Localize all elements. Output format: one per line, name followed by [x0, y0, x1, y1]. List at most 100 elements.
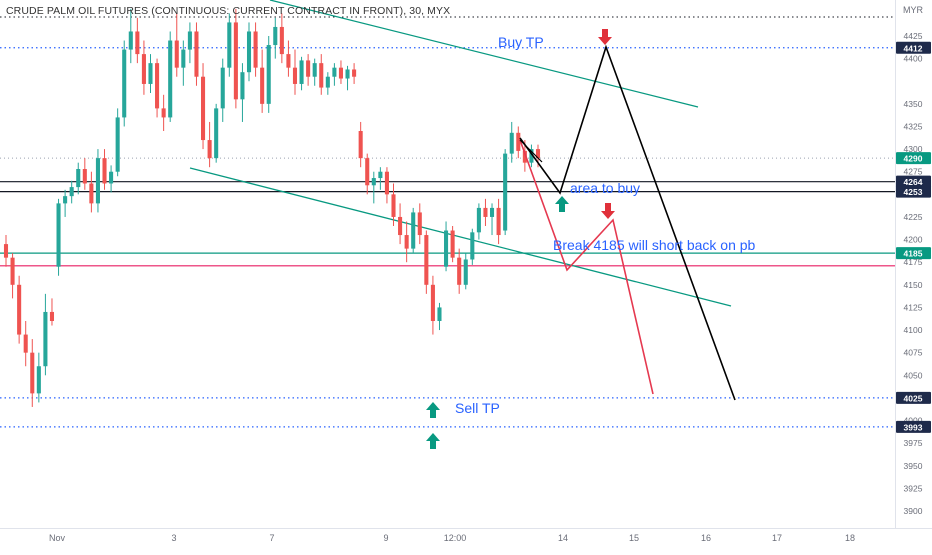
buy-arrow-up-icon [426, 433, 440, 449]
time-tick-label: 9 [383, 533, 388, 543]
buy-arrow-up-icon [555, 196, 569, 212]
candle [82, 158, 87, 190]
candle-body [30, 352, 35, 394]
candle-body [194, 31, 199, 77]
candle [417, 203, 422, 245]
candle [10, 253, 15, 299]
candle [128, 8, 133, 64]
candle-body [325, 76, 330, 88]
candle-body [115, 117, 120, 172]
price-tick-label: 4200 [904, 235, 923, 245]
price-tick-label: 3925 [904, 483, 923, 493]
price-tick-label: 4050 [904, 370, 923, 380]
candle-body [522, 150, 527, 163]
candle-body [358, 131, 363, 159]
candle-body [489, 207, 495, 217]
candle-body [36, 366, 41, 394]
candle [155, 58, 160, 118]
candle [483, 198, 488, 226]
candle-body [535, 149, 541, 159]
candle-body [56, 203, 61, 267]
candle-body [201, 76, 206, 141]
candle-body [273, 26, 278, 46]
price-badge-label: 4290 [904, 154, 923, 164]
candle-body [457, 257, 462, 285]
candle-body [49, 311, 55, 321]
candle-body [161, 108, 166, 118]
candle-body [463, 259, 468, 285]
candle [391, 183, 396, 226]
candle [95, 149, 100, 213]
candle-body [102, 158, 107, 184]
candle [292, 49, 298, 95]
candle-body [155, 63, 160, 109]
candle [476, 203, 481, 240]
time-tick-label: 15 [629, 533, 639, 543]
price-badge [896, 420, 931, 433]
currency-label: MYR [903, 5, 924, 15]
candle-body [430, 284, 435, 321]
candle-body [141, 54, 146, 84]
time-tick-label: 14 [558, 533, 568, 543]
price-tick-label: 3975 [904, 438, 923, 448]
candle [227, 13, 232, 77]
sell-tp-label: Sell TP [455, 400, 500, 416]
projection-black-path [519, 44, 736, 401]
candle [332, 63, 337, 86]
candle [430, 275, 435, 335]
candle [470, 228, 475, 265]
candle [115, 108, 120, 177]
candle [89, 171, 94, 213]
break-note-label: Break 4185 will short back on pb [553, 237, 756, 253]
price-tick-label: 4325 [904, 121, 923, 131]
candle [181, 40, 186, 86]
candle-body [109, 171, 114, 184]
candle-body [148, 63, 153, 84]
buy-tp-label: Buy TP [498, 34, 544, 50]
candle [3, 235, 9, 267]
candle-body [23, 334, 28, 353]
candle [266, 36, 271, 113]
candle-body [509, 132, 514, 154]
channel-lower-line [189, 167, 732, 307]
candle-body [450, 230, 455, 258]
candle-body [398, 216, 403, 236]
price-badge-label: 3993 [904, 422, 923, 432]
price-badge-label: 4264 [904, 177, 923, 187]
candle-body [404, 235, 409, 249]
price-tick-label: 4400 [904, 54, 923, 64]
price-badge-label: 4253 [904, 187, 923, 197]
price-tick-label: 4075 [904, 348, 923, 358]
time-tick-label: 3 [171, 533, 176, 543]
candle [279, 13, 284, 64]
candle [63, 189, 68, 217]
candle-body [417, 212, 422, 236]
candle-body [266, 45, 271, 104]
candle [148, 54, 153, 93]
candle [141, 40, 146, 95]
candle [49, 298, 55, 326]
area-to-buy-label: area to buy [570, 180, 640, 196]
time-tick-label: 12:00 [444, 533, 467, 543]
candle-body [312, 63, 317, 77]
candle [404, 221, 409, 263]
candle-body [174, 40, 179, 68]
candle-body [365, 158, 370, 186]
candle [509, 121, 514, 163]
horizontal-levels [0, 16, 895, 428]
candle-body [63, 196, 68, 204]
candle-body [437, 307, 442, 321]
candle [358, 121, 363, 168]
candle-body [476, 207, 481, 233]
time-axis: Nov 3 7 9 12:00 14 15 16 17 18 [0, 528, 932, 550]
trend-channel [189, 0, 732, 307]
candle [220, 58, 225, 122]
price-axis: MYR4425440043504325430042754250422542004… [895, 0, 932, 528]
candle-body [128, 31, 133, 50]
candle [352, 63, 357, 84]
candle-body [227, 22, 232, 68]
candle-body [286, 54, 291, 68]
price-badge-label: 4412 [904, 43, 923, 53]
